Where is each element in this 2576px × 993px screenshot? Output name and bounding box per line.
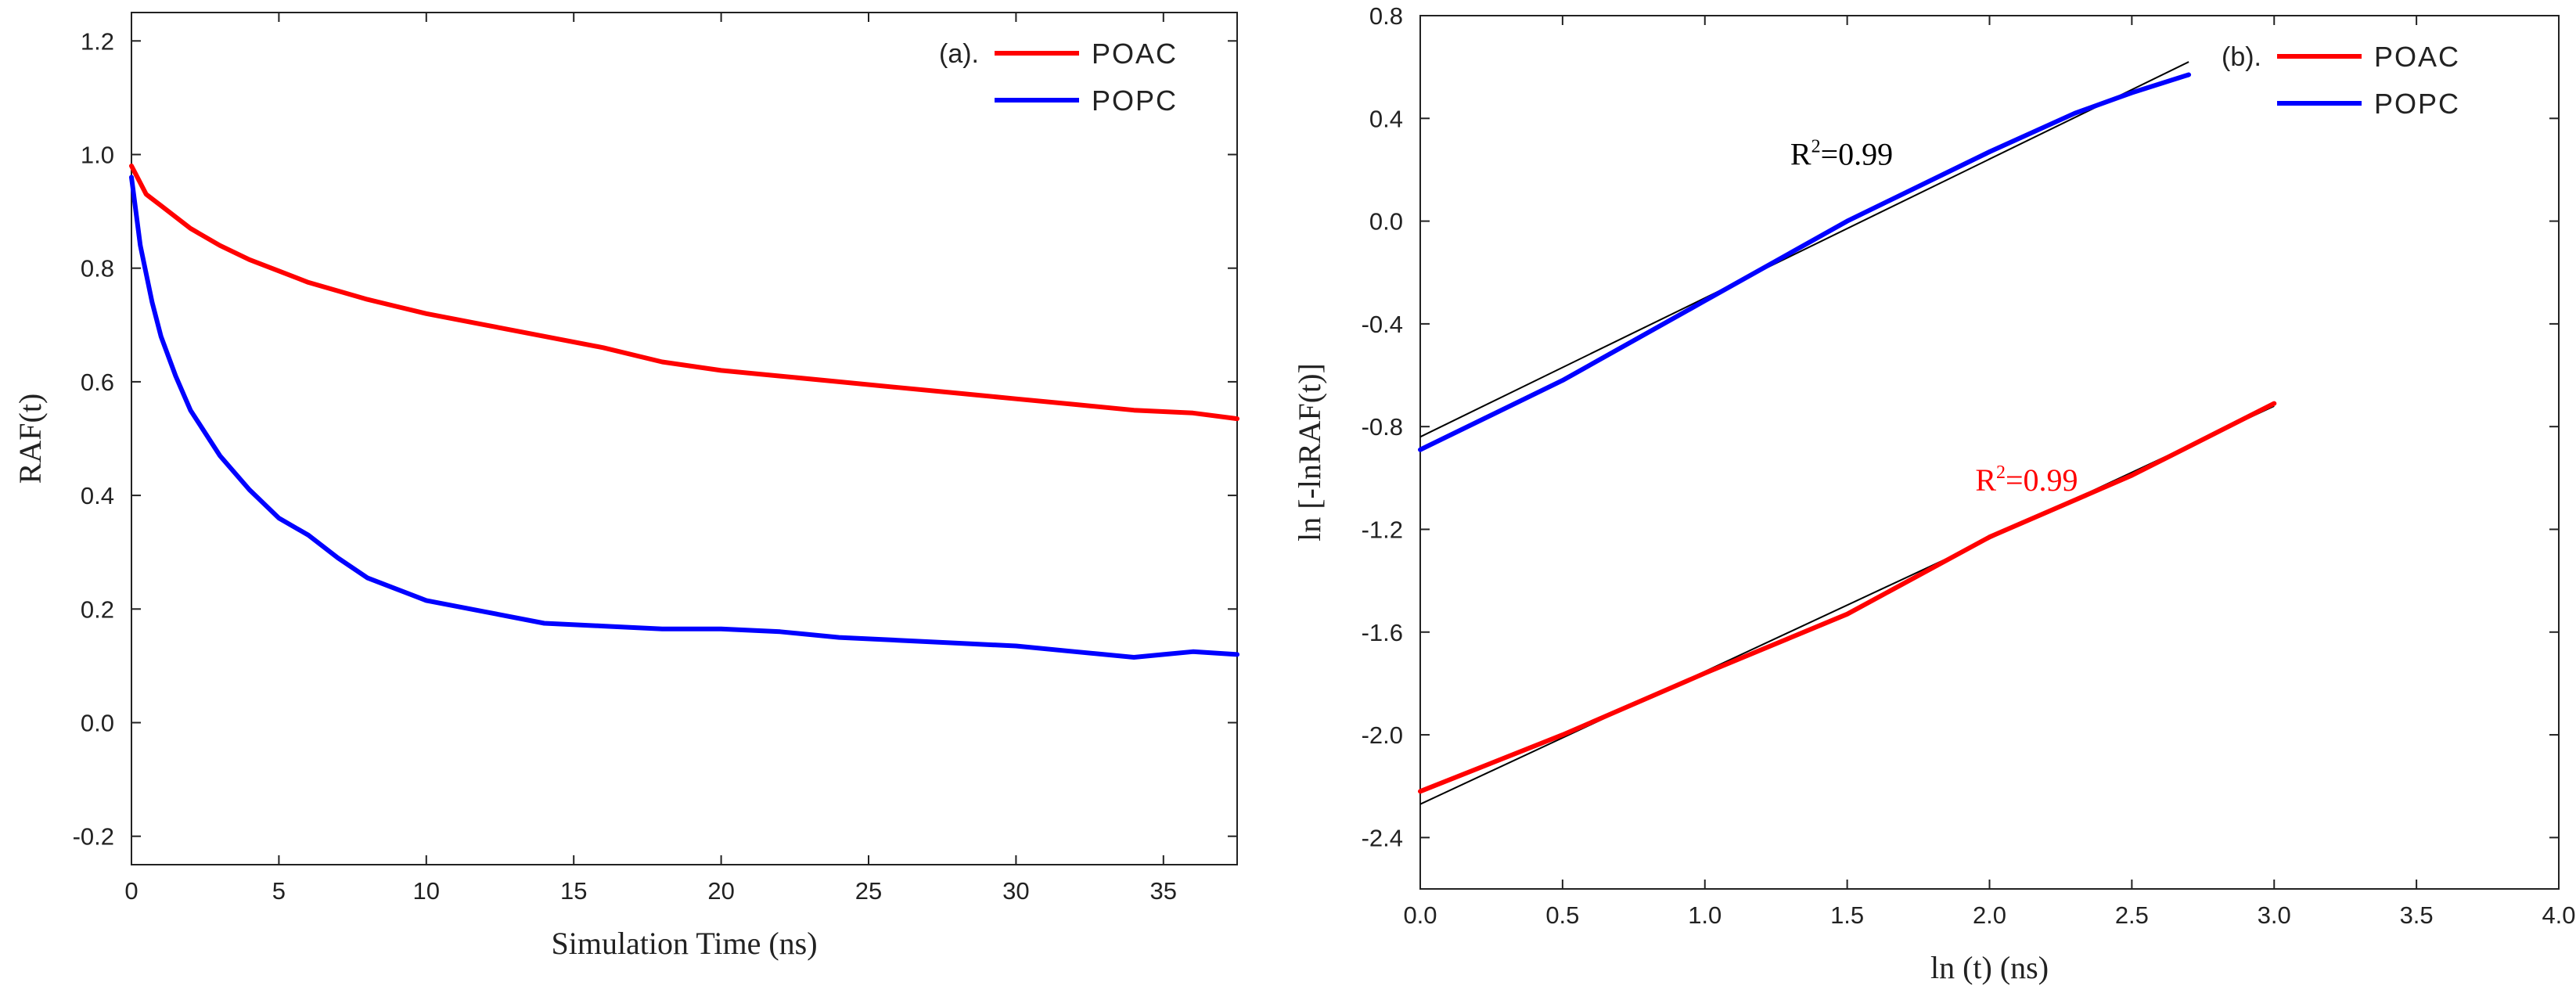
y-tick-label: 1.0 xyxy=(81,142,114,169)
x-axis-label: ln (t) (ns) xyxy=(1930,950,2049,985)
y-tick-label: 0.8 xyxy=(1369,2,1403,30)
x-tick-label: 5 xyxy=(272,877,286,905)
x-axis-label: Simulation Time (ns) xyxy=(551,926,817,961)
x-tick-label: 1.5 xyxy=(1830,901,1864,929)
y-tick-label: -0.8 xyxy=(1362,413,1403,441)
x-tick-label: 1.0 xyxy=(1688,901,1722,929)
y-tick-label: 0.6 xyxy=(81,369,114,396)
x-tick-label: 0.5 xyxy=(1545,901,1579,929)
x-tick-label: 15 xyxy=(560,877,587,905)
x-tick-label: 35 xyxy=(1150,877,1177,905)
x-tick-label: 25 xyxy=(855,877,882,905)
series-line-popc xyxy=(129,174,1239,660)
y-tick-label: 0.8 xyxy=(81,255,114,282)
r-squared-symbol: R xyxy=(1790,136,1811,171)
y-tick-label: -1.2 xyxy=(1362,516,1403,543)
legend-label: POAC xyxy=(2374,41,2460,73)
y-tick-label: 0.0 xyxy=(81,710,114,737)
series-line-poac xyxy=(129,164,1239,422)
x-tick-label: 0 xyxy=(124,877,138,905)
fit-line xyxy=(1419,405,2275,805)
y-axis-label: ln [-lnRAF(t)] xyxy=(1292,363,1327,541)
legend-label: POPC xyxy=(1092,85,1178,117)
series-line-popc xyxy=(1418,72,2192,452)
chart-panel-b: 0.0 0.5 1.0 1.5 2.0 2.5 3.0 3.5 4.0 -2.4 -2.0 -1.6 -… xyxy=(1292,2,2576,985)
r-squared-annotation: R2=0.99 xyxy=(1975,462,2078,498)
x-tick-label: 2.0 xyxy=(1973,901,2006,929)
panel-label: (b). xyxy=(2222,42,2261,72)
y-tick-label: 1.2 xyxy=(81,27,114,55)
x-tick-label: 3.0 xyxy=(2258,901,2291,929)
fit-line xyxy=(1419,61,2189,438)
x-tick-label: 4.0 xyxy=(2542,901,2575,929)
r-squared-value: =0.99 xyxy=(1821,136,1894,171)
x-tick-label: 0.0 xyxy=(1403,901,1437,929)
y-tick-label: -0.2 xyxy=(73,823,114,851)
x-tick-label: 30 xyxy=(1002,877,1029,905)
panel-label: (a). xyxy=(939,39,979,69)
r-squared-value: =0.99 xyxy=(2006,462,2078,498)
y-tick-label: -1.6 xyxy=(1362,619,1403,646)
x-tick-label: 3.5 xyxy=(2400,901,2434,929)
y-tick-label: -2.4 xyxy=(1362,824,1403,851)
r-squared-annotation: R2=0.99 xyxy=(1790,136,1893,171)
plot-frame xyxy=(131,12,1238,865)
x-tick-label: 20 xyxy=(707,877,734,905)
y-tick-label: 0.4 xyxy=(1369,105,1403,132)
x-tick-label: 2.5 xyxy=(2115,901,2149,929)
y-tick-label: -2.0 xyxy=(1362,721,1403,749)
chart-panel-a: 0 5 10 15 20 25 30 35 -0.2 0.0 0.2 0.4 0.6 0.8 1.0 1.2 S… xyxy=(13,12,1239,961)
y-tick-label: 0.0 xyxy=(1369,208,1403,236)
y-tick-label: 0.2 xyxy=(81,595,114,623)
series-line-poac xyxy=(1418,401,2277,794)
x-tick-label: 10 xyxy=(413,877,440,905)
plot-frame xyxy=(1419,15,2560,890)
r-squared-exponent: 2 xyxy=(1811,136,1821,157)
r-squared-symbol: R xyxy=(1975,462,1996,498)
y-axis-label: RAF(t) xyxy=(13,394,48,484)
y-tick-label: 0.4 xyxy=(81,482,114,509)
legend-label: POPC xyxy=(2374,88,2460,120)
legend-label: POAC xyxy=(1092,38,1178,70)
y-tick-label: -0.4 xyxy=(1362,311,1403,338)
r-squared-exponent: 2 xyxy=(1996,462,2006,483)
